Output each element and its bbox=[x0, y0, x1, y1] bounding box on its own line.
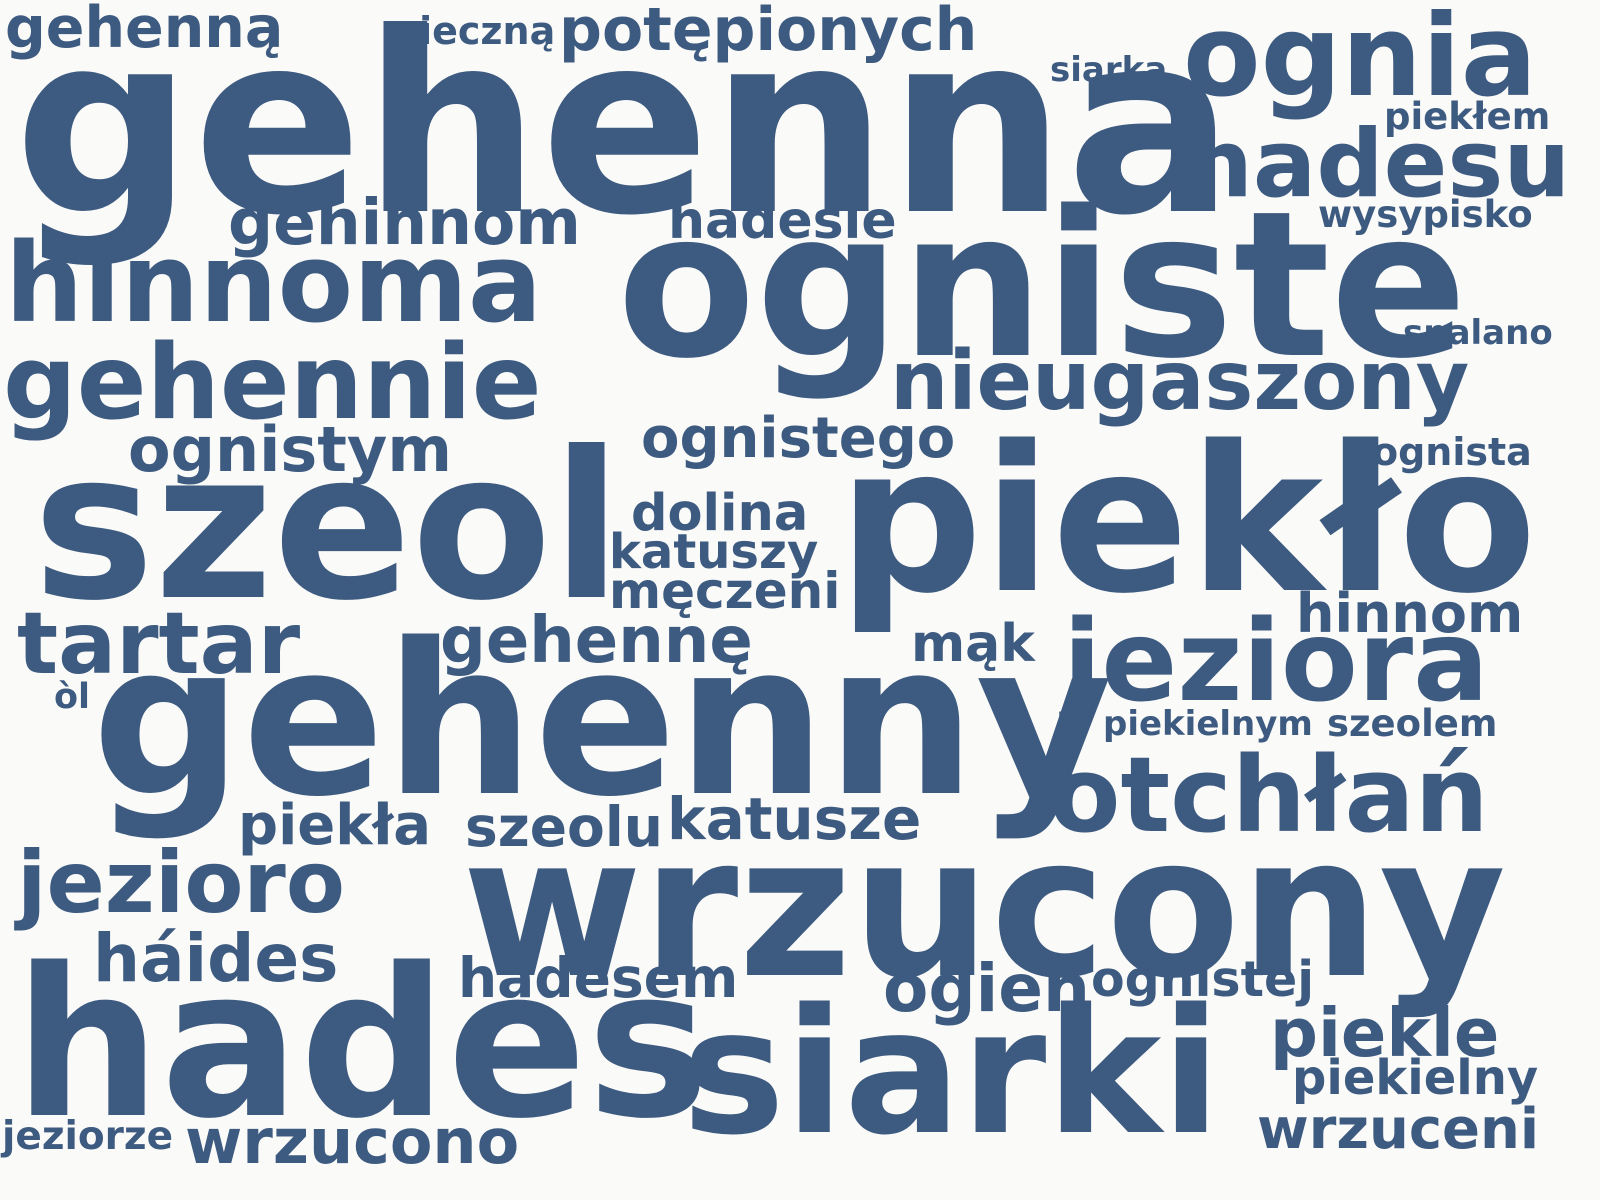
word-pieklem: piekłem bbox=[1384, 95, 1551, 138]
word-wysypisko: wysypisko bbox=[1318, 193, 1533, 236]
word-hadesem: hadesem bbox=[458, 946, 739, 1010]
word-piekielny: piekielny bbox=[1292, 1050, 1539, 1106]
word-tartar: tartar bbox=[17, 594, 301, 694]
word-nieugaszony: nieugaszony bbox=[890, 334, 1470, 429]
word-potepionych: potępionych bbox=[559, 0, 978, 65]
word-ognistego: ognistego bbox=[641, 406, 956, 471]
word-otchlan: otchłań bbox=[1049, 734, 1489, 856]
word-haides: háides bbox=[93, 920, 339, 997]
word-ogien: ogień bbox=[883, 950, 1090, 1027]
word-siarka: siarką bbox=[1050, 50, 1168, 90]
word-katusze: katusze bbox=[667, 785, 922, 853]
word-ognia: ognia bbox=[1183, 0, 1537, 122]
word-ognistej: ognistej bbox=[1091, 951, 1315, 1008]
word-jeziorze: jeziorze bbox=[2, 1114, 174, 1159]
word-gehenna-acc: gehenną bbox=[5, 0, 284, 61]
word-mak: mąk bbox=[911, 614, 1035, 674]
word-gehenne: gehennę bbox=[440, 604, 753, 678]
word-spalano: spalano bbox=[1403, 313, 1553, 353]
word-hadesie: hadesie bbox=[668, 191, 897, 251]
word-wrzucony: wrzucony bbox=[462, 794, 1507, 1021]
word-gehinnom: gehinnom bbox=[228, 186, 581, 259]
word-jeziora: jeziora bbox=[1063, 597, 1489, 727]
word-szeolem: szeolem bbox=[1327, 702, 1498, 745]
word-hinnom: hinnom bbox=[1296, 582, 1524, 645]
word-pieklo: piekło bbox=[838, 402, 1537, 638]
word-piekla: piekła bbox=[238, 793, 432, 858]
word-ogniste: ogniste bbox=[617, 167, 1468, 403]
word-wieczna: wieczną bbox=[384, 9, 556, 53]
word-ognista: ognista bbox=[1372, 430, 1532, 474]
word-hades: hades bbox=[14, 924, 710, 1164]
word-gehenny: gehenny bbox=[92, 598, 1113, 843]
word-siarki: siarki bbox=[682, 971, 1221, 1173]
word-gehennie: gehennie bbox=[3, 323, 542, 443]
word-meczeni: męczeni bbox=[609, 562, 841, 620]
word-gehenna: gehenna bbox=[14, 0, 1235, 270]
word-szeolu: szeolu bbox=[465, 795, 663, 859]
word-wrzuceni: wrzuceni bbox=[1257, 1097, 1540, 1162]
word-ol: òl bbox=[54, 677, 91, 717]
word-katuszy: katuszy bbox=[609, 524, 819, 580]
word-jezioro: jezioro bbox=[17, 833, 345, 933]
word-hadesu: hadesu bbox=[1186, 110, 1571, 219]
word-dolina: dolina bbox=[631, 484, 809, 543]
word-szeol: szeol bbox=[33, 409, 622, 646]
word-piekielnym: piekielnym bbox=[1103, 704, 1313, 744]
word-ognistym: ognistym bbox=[128, 413, 452, 486]
word-wrzucono: wrzucono bbox=[185, 1105, 520, 1178]
word-hinnoma: hinnoma bbox=[5, 219, 543, 347]
word-piekle: piekle bbox=[1270, 994, 1500, 1072]
